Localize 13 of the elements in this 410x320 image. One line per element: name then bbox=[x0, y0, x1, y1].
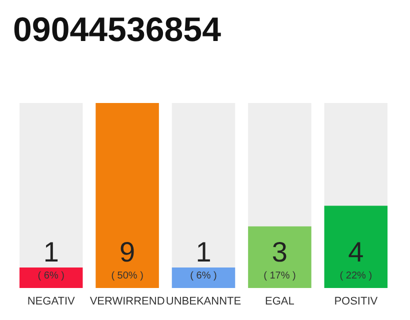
data-label: 9 ( 50% ) bbox=[111, 236, 144, 282]
bar bbox=[19, 267, 83, 288]
x-tick-label: NEGATIV bbox=[27, 296, 76, 308]
data-label: 4 ( 22% ) bbox=[340, 236, 372, 282]
data-label: 3 ( 17% ) bbox=[264, 236, 296, 282]
x-tick-label: EGAL bbox=[265, 296, 294, 308]
bar bbox=[172, 267, 236, 288]
x-tick-label: UNBEKANNTE bbox=[166, 296, 242, 308]
data-label: 1 ( 6% ) bbox=[190, 236, 217, 282]
x-tick-label: VERWIRREND bbox=[90, 296, 165, 308]
x-tick-label: POSITIV bbox=[334, 296, 378, 308]
chart-title: 09044536854 bbox=[13, 11, 222, 49]
data-label: 1 ( 6% ) bbox=[38, 236, 64, 282]
